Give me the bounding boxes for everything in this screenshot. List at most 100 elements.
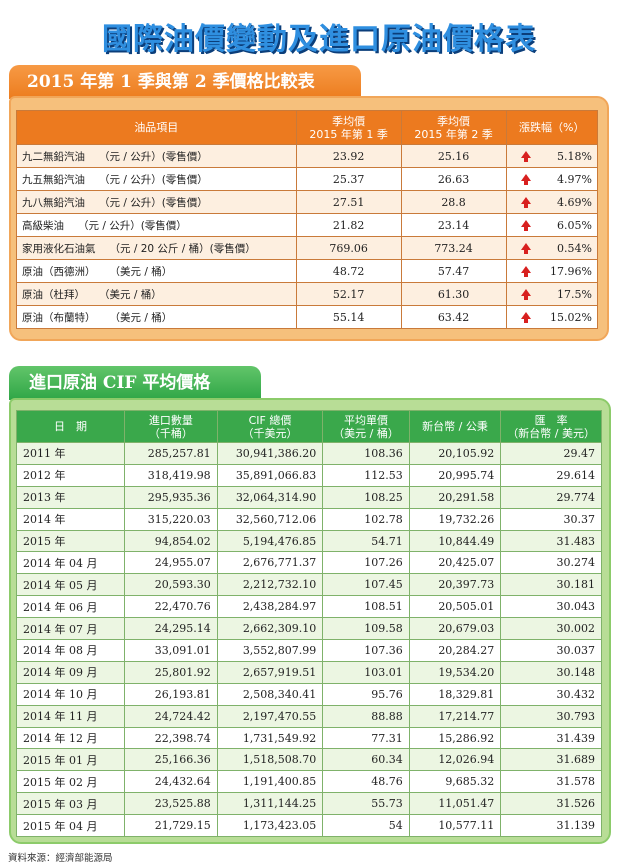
cif-total: 1,311,144.25	[216, 792, 324, 816]
q1-price: 21.82	[295, 213, 402, 237]
col-header-cif: CIF 總價 （千美元）	[216, 410, 324, 443]
avg-price: 48.76	[322, 770, 410, 794]
exchange-rate: 29.614	[500, 463, 602, 487]
col-header-twd: 新台幣 / 公秉	[408, 410, 502, 443]
date-cell: 2012 年	[16, 463, 125, 487]
import-qty: 24,432.64	[123, 770, 218, 794]
change-percent: 0.54%	[545, 236, 599, 260]
q2-price: 26.63	[400, 167, 507, 191]
change-direction	[505, 167, 546, 191]
up-arrow-icon	[520, 173, 531, 185]
exchange-rate: 30.432	[500, 682, 602, 706]
import-qty: 318,419.98	[123, 463, 218, 487]
table-row: 九五無鉛汽油 （元 / 公升）(零售價） 25.37 26.63 4.97%	[16, 167, 599, 191]
twd-per-kl: 20,284.27	[408, 639, 502, 662]
item-cell: 高級柴油 （元 / 公升）(零售價）	[16, 213, 297, 237]
change-percent: 5.18%	[545, 144, 599, 168]
table-row: 高級柴油 （元 / 公升）(零售價） 21.82 23.14 6.05%	[16, 213, 599, 237]
item-cell: 九二無鉛汽油 （元 / 公升）(零售價）	[16, 144, 297, 168]
avg-price: 88.88	[322, 704, 410, 728]
col-header-qty-line1: 進口數量	[148, 413, 193, 427]
cif-total: 2,662,309.10	[216, 617, 324, 641]
import-qty: 24,295.14	[123, 617, 218, 641]
cif-total: 1,518,508.70	[216, 748, 324, 772]
twd-per-kl: 20,679.03	[408, 617, 502, 641]
twd-per-kl: 9,685.32	[408, 770, 502, 794]
twd-per-kl: 19,534.20	[408, 660, 502, 684]
cif-total: 2,657,919.51	[216, 660, 324, 684]
twd-per-kl: 12,026.94	[408, 748, 502, 772]
exchange-rate: 31.439	[500, 726, 602, 750]
col-header-q1: 季均價 2015 年第 1 季	[295, 110, 402, 145]
col-header-qty-line2: （千桶）	[148, 426, 193, 440]
date-cell: 2014 年 06 月	[16, 595, 125, 619]
date-cell: 2014 年 12 月	[16, 726, 125, 750]
twd-per-kl: 11,051.47	[408, 792, 502, 816]
change-percent: 4.69%	[545, 190, 599, 214]
item-name: 九二無鉛汽油	[22, 150, 85, 163]
table-row: 2014 年 08 月 33,091.01 3,552,807.99 107.36 20…	[16, 639, 602, 662]
exchange-rate: 30.002	[500, 617, 602, 641]
item-name: 九五無鉛汽油	[22, 173, 85, 186]
change-direction	[505, 236, 546, 260]
exchange-rate: 30.037	[500, 639, 602, 662]
q1-price: 25.37	[295, 167, 402, 191]
avg-price: 54	[322, 814, 410, 838]
item-name: 九八無鉛汽油	[22, 196, 85, 209]
date-cell: 2014 年 09 月	[16, 660, 125, 684]
quarterly-price-table: 油品項目 季均價 2015 年第 1 季 季均價 2015 年第 2 季 漲跌幅…	[16, 110, 599, 329]
twd-per-kl: 15,286.92	[408, 726, 502, 750]
exchange-rate: 29.774	[500, 485, 602, 509]
table-row: 原油（杜拜） （美元 / 桶） 52.17 61.30 17.5%	[16, 282, 599, 306]
q2-price: 23.14	[400, 213, 507, 237]
change-direction	[505, 144, 546, 168]
import-qty: 24,724.42	[123, 704, 218, 728]
col-header-q2-line2: 2015 年第 2 季	[414, 127, 493, 141]
table-row: 九二無鉛汽油 （元 / 公升）(零售價） 23.92 25.16 5.18%	[16, 144, 599, 168]
cif-price-table: 日 期 進口數量 （千桶） CIF 總價 （千美元） 平均單價 （美元 / 桶）…	[16, 410, 602, 838]
q2-price: 25.16	[400, 144, 507, 168]
date-cell: 2014 年 08 月	[16, 639, 125, 662]
cif-total: 32,560,712.06	[216, 507, 324, 531]
avg-price: 107.26	[322, 551, 410, 575]
date-cell: 2011 年	[16, 442, 125, 465]
change-percent: 6.05%	[545, 213, 599, 237]
change-direction	[505, 305, 546, 329]
change-percent: 17.96%	[545, 259, 599, 283]
import-qty: 21,729.15	[123, 814, 218, 838]
table-row: 2014 年 12 月 22,398.74 1,731,549.92 77.31 15,…	[16, 726, 602, 750]
col-header-avg-line2: （美元 / 桶）	[333, 426, 399, 440]
up-arrow-icon	[520, 219, 531, 231]
table-row: 2014 年 05 月 20,593.30 2,212,732.10 107.45 20…	[16, 573, 602, 597]
exchange-rate: 29.47	[500, 442, 602, 465]
twd-per-kl: 20,105.92	[408, 442, 502, 465]
item-name: 原油（布蘭特）	[22, 311, 96, 324]
col-header-q2-line1: 季均價	[437, 114, 471, 128]
date-cell: 2014 年	[16, 507, 125, 531]
date-cell: 2014 年 04 月	[16, 551, 125, 575]
q2-price: 28.8	[400, 190, 507, 214]
twd-per-kl: 20,397.73	[408, 573, 502, 597]
page-title: 國際油價變動及進口原油價格表	[102, 22, 536, 57]
q1-price: 48.72	[295, 259, 402, 283]
table-row: 2014 年 07 月 24,295.14 2,662,309.10 109.58 20…	[16, 617, 602, 641]
import-qty: 94,854.02	[123, 529, 218, 553]
q1-price: 55.14	[295, 305, 402, 329]
exchange-rate: 30.148	[500, 660, 602, 684]
col-header-rate: 匯 率 （新台幣 / 美元）	[500, 410, 602, 443]
avg-price: 55.73	[322, 792, 410, 816]
item-unit: （元 / 公升）(零售價）	[99, 196, 208, 209]
table-row: 家用液化石油氣 （元 / 20 公斤 / 桶）(零售價） 769.06 773.24 0…	[16, 236, 599, 260]
exchange-rate: 30.37	[500, 507, 602, 531]
import-qty: 22,470.76	[123, 595, 218, 619]
twd-per-kl: 19,732.26	[408, 507, 502, 531]
exchange-rate: 30.181	[500, 573, 602, 597]
section-tab-cif: 進口原油 CIF 平均價格	[9, 366, 261, 400]
item-cell: 原油（杜拜） （美元 / 桶）	[16, 282, 297, 306]
cif-total: 1,191,400.85	[216, 770, 324, 794]
import-qty: 285,257.81	[123, 442, 218, 465]
col-header-item: 油品項目	[16, 110, 297, 145]
item-cell: 原油（布蘭特） （美元 / 桶）	[16, 305, 297, 329]
col-header-avg-line1: 平均單價	[344, 413, 389, 427]
avg-price: 102.78	[322, 507, 410, 531]
